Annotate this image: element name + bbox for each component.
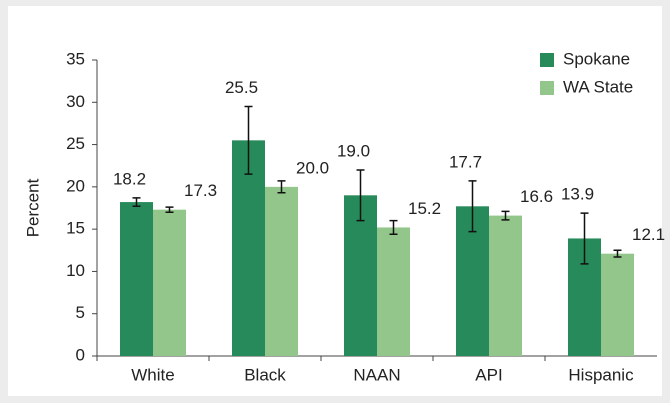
error-bar	[389, 219, 398, 235]
legend-label: Spokane	[563, 49, 630, 68]
x-tick-label: Black	[244, 365, 286, 384]
value-label: 16.6	[520, 187, 553, 206]
plot-background	[8, 6, 662, 396]
value-label: 13.9	[561, 185, 594, 204]
error-bar	[613, 249, 622, 258]
error-bar	[356, 169, 365, 222]
bar	[489, 215, 522, 356]
error-bar	[132, 197, 141, 208]
bar	[344, 195, 377, 356]
value-label: 20.0	[296, 158, 329, 177]
error-bar	[580, 212, 589, 265]
legend-swatch	[540, 53, 554, 67]
y-tick-label: 10	[66, 261, 85, 280]
value-label: 19.0	[337, 141, 370, 160]
value-label: 12.1	[632, 225, 665, 244]
value-label: 15.2	[408, 199, 441, 218]
y-tick-label: 20	[66, 176, 85, 195]
y-tick-label: 0	[76, 345, 85, 364]
x-tick-label: API	[475, 365, 502, 384]
legend-label: WA State	[563, 77, 633, 96]
bar	[377, 227, 410, 356]
bar	[601, 253, 634, 356]
value-label: 25.5	[225, 78, 258, 97]
error-bar	[165, 206, 174, 213]
y-tick-label: 25	[66, 134, 85, 153]
legend-swatch	[540, 81, 554, 95]
error-bar	[244, 105, 253, 175]
value-label: 17.3	[184, 181, 217, 200]
value-label: 17.7	[449, 152, 482, 171]
error-bar	[277, 180, 286, 194]
x-tick-label: White	[131, 365, 174, 384]
y-tick-label: 5	[76, 303, 85, 322]
bar	[120, 202, 153, 356]
error-bar	[501, 210, 510, 221]
bar	[232, 140, 265, 356]
y-axis-label: Percent	[23, 178, 42, 237]
y-tick-label: 15	[66, 219, 85, 238]
error-bar	[468, 180, 477, 233]
y-tick-label: 35	[66, 49, 85, 68]
x-tick-label: Hispanic	[568, 365, 634, 384]
value-label: 18.2	[113, 169, 146, 188]
bar	[265, 186, 298, 356]
bar	[153, 209, 186, 356]
x-tick-label: NAAN	[353, 365, 400, 384]
y-tick-label: 30	[66, 92, 85, 111]
